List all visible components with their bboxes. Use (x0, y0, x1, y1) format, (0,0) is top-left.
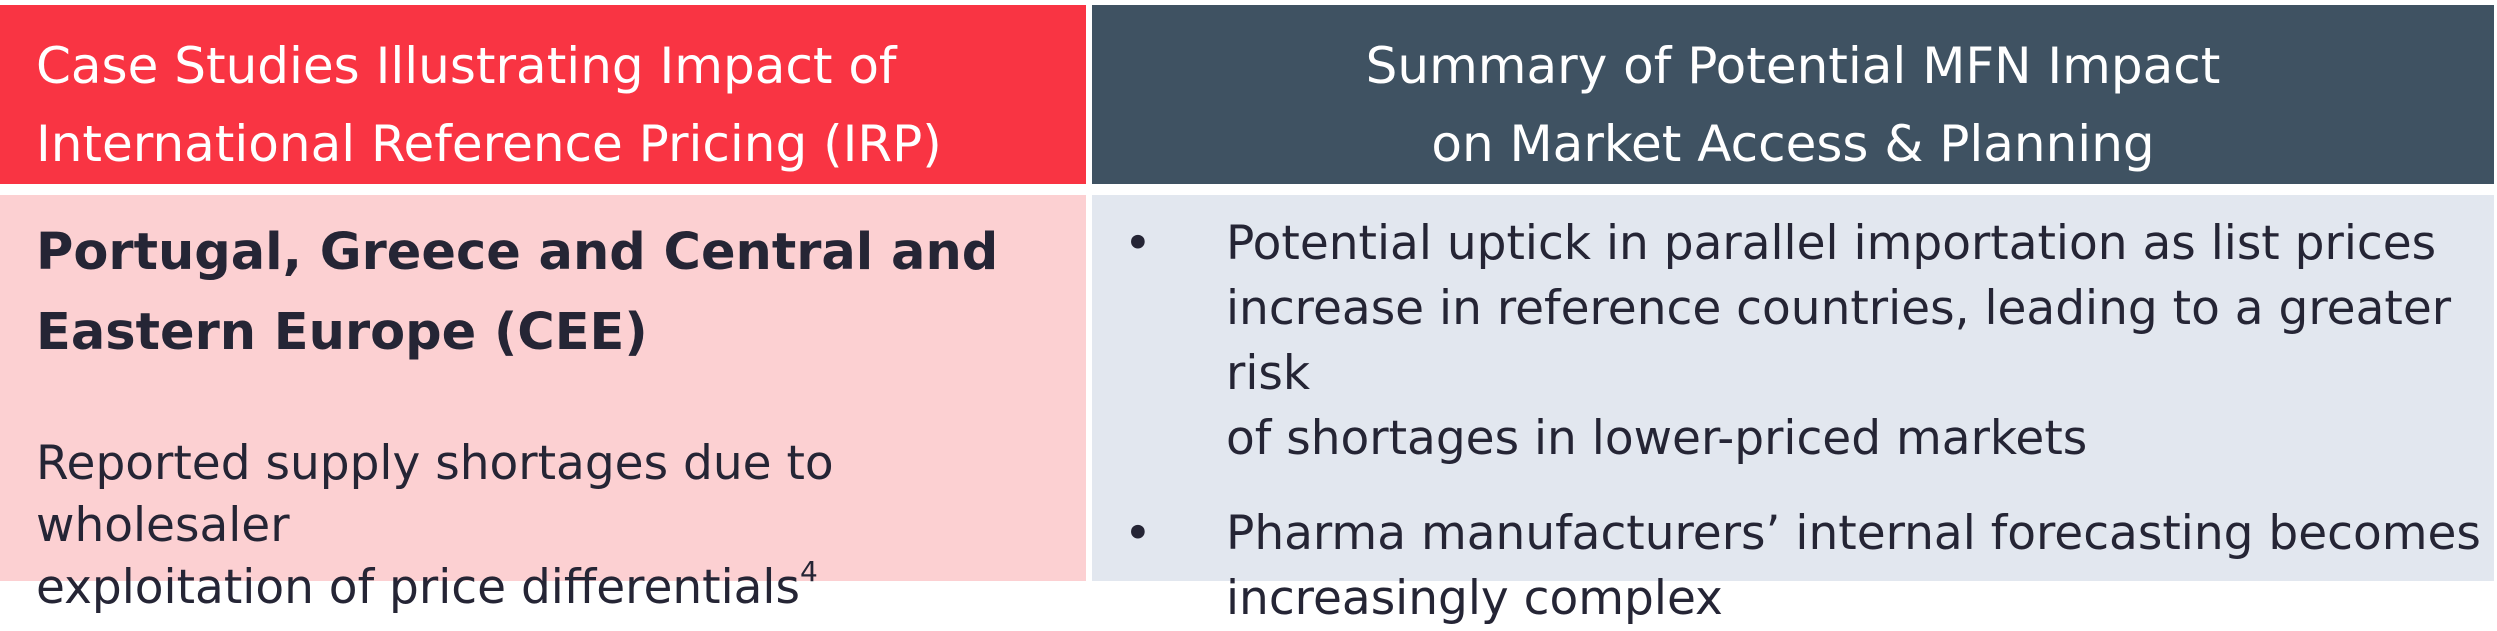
case-title: Portugal, Greece and Central and Eastern … (36, 213, 1086, 373)
case-study-panel: Portugal, Greece and Central and Eastern … (0, 195, 1086, 615)
title-line: Eastern Europe (CEE) (36, 303, 648, 362)
header-right: Summary of Potential MFN Impact on Market… (1092, 5, 2494, 184)
header-line: on Market Access & Planning (1431, 115, 2155, 173)
bullet-line: of shortages in lower-priced markets (1226, 411, 2088, 466)
bullet-line: Pharma manufacturers’ internal forecasti… (1226, 506, 2481, 561)
title-line: Portugal, Greece and Central and (36, 223, 999, 282)
header-line: Summary of Potential MFN Impact (1365, 37, 2221, 95)
footnote-ref: 4 (799, 555, 818, 588)
case-text: Reported supply shortages due to wholesa… (36, 433, 1086, 619)
header-line: International Reference Pricing (IRP) (36, 115, 942, 173)
bullet-line: increase in reference countries, leading… (1226, 281, 2452, 401)
bullet: • (1124, 506, 1152, 561)
bullet-item: • Pharma manufacturers’ internal forecast… (1092, 501, 2494, 631)
bullet-item: • Potential uptick in parallel importatio… (1092, 211, 2494, 471)
text-line: Reported supply shortages due to wholesa… (36, 436, 834, 553)
bullet: • (1124, 216, 1152, 271)
page: Case Studies Illustrating Impact of Inter… (0, 5, 2494, 626)
header-line: Case Studies Illustrating Impact of (36, 37, 897, 95)
text-line: exploitation of price differentials4 (36, 555, 818, 616)
bullet-line: increasingly complex (1226, 571, 1723, 626)
summary-panel: • Potential uptick in parallel importatio… (1092, 195, 2494, 626)
bullet-line: Potential uptick in parallel importation… (1226, 216, 2437, 271)
header-left: Case Studies Illustrating Impact of Inter… (0, 5, 1086, 184)
